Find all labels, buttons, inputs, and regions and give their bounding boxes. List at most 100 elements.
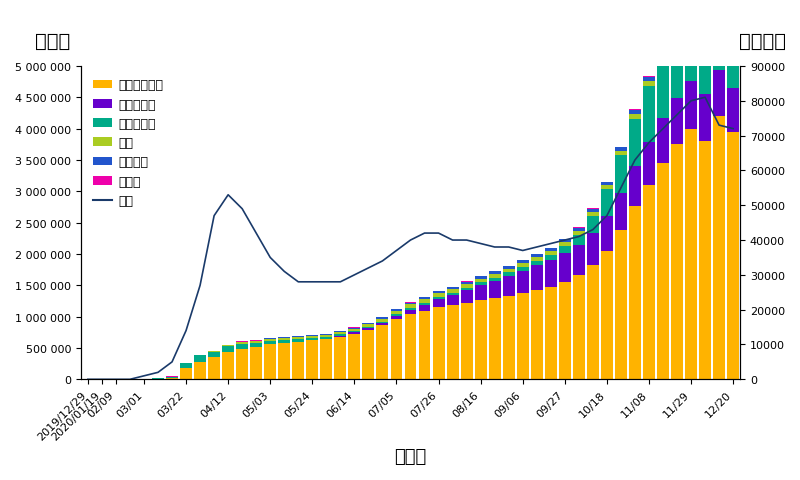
Bar <box>320 337 332 339</box>
死亡 <box>532 245 542 251</box>
Line: 死亡: 死亡 <box>88 98 733 380</box>
Bar <box>377 326 389 380</box>
Bar <box>559 242 570 246</box>
死亡 <box>560 238 570 243</box>
死亡 <box>294 279 303 285</box>
Bar <box>601 252 613 380</box>
Bar <box>264 345 276 380</box>
Bar <box>446 289 458 293</box>
Bar <box>601 183 613 186</box>
Bar <box>643 186 655 380</box>
Bar <box>489 299 501 380</box>
Bar <box>685 4 697 8</box>
Bar <box>390 312 402 315</box>
死亡 <box>686 99 696 105</box>
Bar <box>657 50 669 56</box>
死亡 <box>111 377 121 383</box>
Bar <box>377 324 389 326</box>
Bar <box>587 209 599 213</box>
Bar <box>601 216 613 252</box>
Bar <box>433 291 445 294</box>
死亡 <box>714 123 724 129</box>
Bar <box>377 319 389 322</box>
Bar <box>517 271 529 293</box>
Bar <box>349 328 360 329</box>
死亡 <box>616 186 626 192</box>
Bar <box>517 261 529 264</box>
Bar <box>587 234 599 266</box>
死亡 <box>97 377 106 383</box>
死亡 <box>630 158 640 164</box>
Bar <box>334 333 346 335</box>
死亡 <box>476 241 486 247</box>
Bar <box>334 332 346 333</box>
Bar <box>713 71 725 117</box>
Bar <box>320 335 332 337</box>
Bar <box>517 264 529 267</box>
Bar <box>615 151 627 156</box>
Bar <box>545 248 557 252</box>
Bar <box>446 306 458 380</box>
Bar <box>502 296 514 380</box>
Bar <box>530 257 542 261</box>
Bar <box>713 7 725 14</box>
死亡 <box>462 238 471 243</box>
Bar <box>418 300 430 303</box>
Bar <box>530 266 542 290</box>
Bar <box>615 193 627 231</box>
死亡 <box>322 279 331 285</box>
Bar <box>530 290 542 380</box>
死亡 <box>448 238 458 243</box>
Bar <box>502 276 514 296</box>
Bar <box>320 334 332 335</box>
死亡 <box>279 269 289 275</box>
Bar <box>349 333 360 334</box>
Bar <box>390 316 402 320</box>
Bar <box>727 132 739 380</box>
死亡 <box>490 245 499 251</box>
Bar <box>699 142 711 380</box>
死亡 <box>588 227 598 233</box>
Bar <box>474 286 486 300</box>
Bar <box>671 23 683 27</box>
Bar <box>418 305 430 312</box>
Bar <box>250 341 262 343</box>
Bar <box>349 329 360 331</box>
Bar <box>573 231 585 235</box>
Bar <box>545 287 557 380</box>
Bar <box>405 303 417 305</box>
Bar <box>601 186 613 190</box>
Bar <box>657 46 669 47</box>
Bar <box>362 328 374 330</box>
Bar <box>461 303 473 380</box>
Bar <box>727 89 739 132</box>
Bar <box>615 147 627 148</box>
Bar <box>349 334 360 380</box>
Bar <box>433 300 445 308</box>
Bar <box>727 39 739 89</box>
Bar <box>685 129 697 380</box>
死亡 <box>406 238 415 243</box>
Bar <box>334 336 346 337</box>
Bar <box>222 345 234 347</box>
Bar <box>446 293 458 295</box>
Bar <box>222 353 234 380</box>
Bar <box>461 282 473 285</box>
Text: 死亡者数: 死亡者数 <box>739 32 786 51</box>
Bar <box>502 269 514 273</box>
Bar <box>236 349 248 380</box>
Bar <box>362 330 374 380</box>
Bar <box>601 182 613 183</box>
Bar <box>222 347 234 353</box>
Bar <box>166 377 178 378</box>
Bar <box>587 216 599 234</box>
Bar <box>530 254 542 257</box>
Bar <box>643 143 655 186</box>
Bar <box>643 78 655 82</box>
Bar <box>713 0 725 1</box>
Bar <box>502 266 514 269</box>
Bar <box>418 298 430 300</box>
Bar <box>573 228 585 231</box>
Bar <box>615 231 627 380</box>
Bar <box>418 312 430 380</box>
